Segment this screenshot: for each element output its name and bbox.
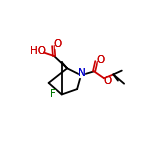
Bar	[55, 40, 61, 48]
Text: N: N	[78, 68, 86, 78]
Bar	[50, 90, 55, 98]
Text: O: O	[104, 76, 112, 86]
Text: F: F	[50, 89, 55, 99]
Bar	[98, 56, 104, 64]
Text: HO: HO	[30, 46, 46, 56]
Text: O: O	[97, 55, 105, 65]
Text: O: O	[104, 76, 112, 86]
Text: O: O	[54, 39, 62, 49]
Text: O: O	[54, 39, 62, 49]
Text: N: N	[78, 68, 86, 78]
Bar	[105, 78, 111, 85]
Text: F: F	[50, 89, 55, 99]
Bar	[79, 69, 85, 77]
Bar	[33, 47, 42, 54]
Text: O: O	[97, 55, 105, 65]
Text: HO: HO	[30, 46, 46, 56]
